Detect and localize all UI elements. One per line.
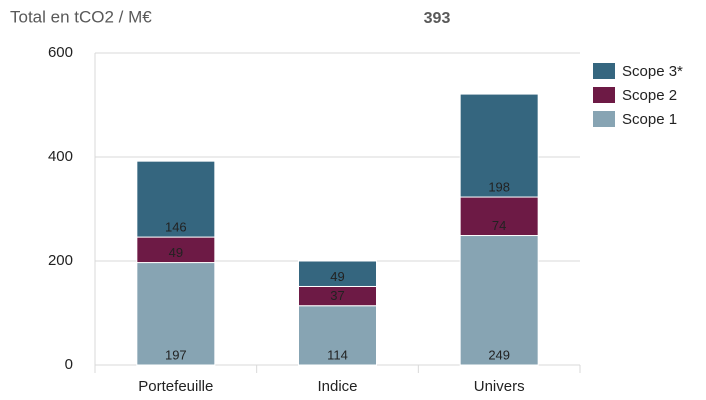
annotation: 393 xyxy=(424,10,451,27)
data-label: 49 xyxy=(169,245,183,260)
x-tick-label: Portefeuille xyxy=(138,378,213,395)
data-label: 198 xyxy=(488,179,510,194)
bar-segment xyxy=(298,305,377,366)
bar-segment xyxy=(459,235,539,366)
x-tick-label: Indice xyxy=(317,378,357,395)
bar-segment xyxy=(298,260,377,287)
chart-title: Total en tCO2 / M€ xyxy=(10,7,152,26)
legend-label: Scope 3* xyxy=(622,63,683,80)
legend-swatch xyxy=(593,87,615,103)
data-label: 49 xyxy=(330,269,344,284)
data-label: 197 xyxy=(165,347,187,362)
legend-swatch xyxy=(593,63,615,79)
y-tick-label: 400 xyxy=(48,148,73,165)
y-tick-label: 600 xyxy=(48,44,73,61)
data-label: 37 xyxy=(330,288,344,303)
data-label: 74 xyxy=(492,218,506,233)
bar-segment xyxy=(136,236,216,264)
bar-segment xyxy=(459,196,539,237)
legend-label: Scope 1 xyxy=(622,111,677,128)
bar-segment xyxy=(459,93,539,198)
x-tick-label: Univers xyxy=(474,378,525,395)
data-label: 249 xyxy=(488,347,510,362)
legend-swatch xyxy=(593,111,615,127)
y-tick-label: 0 xyxy=(65,356,73,373)
bar-segment xyxy=(136,262,216,366)
y-tick-label: 200 xyxy=(48,252,73,269)
data-label: 146 xyxy=(165,220,187,235)
legend-label: Scope 2 xyxy=(622,87,677,104)
bar-segment xyxy=(136,160,216,238)
data-label: 114 xyxy=(327,347,348,362)
